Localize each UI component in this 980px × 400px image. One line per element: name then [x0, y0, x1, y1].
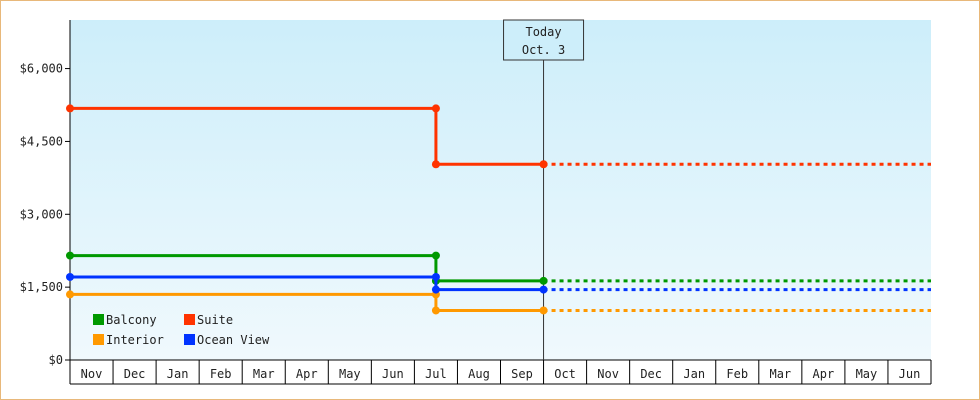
- x-tick-label: Jan: [683, 367, 705, 381]
- x-tick-label: Jun: [382, 367, 404, 381]
- x-tick-label: May: [339, 367, 361, 381]
- x-tick-label: Nov: [597, 367, 619, 381]
- legend-label-interior: Interior: [106, 333, 164, 347]
- x-tick-label: Apr: [296, 367, 318, 381]
- x-tick-label: Mar: [769, 367, 791, 381]
- balcony-series-line: [70, 254, 544, 283]
- suite-point: [431, 160, 440, 169]
- x-tick-label: Apr: [813, 367, 835, 381]
- balcony-point: [66, 251, 74, 260]
- y-tick-label: $0: [49, 353, 63, 367]
- legend-swatch-interior: [93, 334, 104, 345]
- plot-background: [70, 20, 931, 360]
- y-tick-label: $3,000: [20, 207, 63, 221]
- x-tick-label: Feb: [726, 367, 748, 381]
- y-tick-label: $1,500: [20, 280, 63, 294]
- x-tick-label: May: [856, 367, 878, 381]
- legend-swatch-suite: [184, 314, 195, 325]
- x-tick-label: Sep: [511, 367, 533, 381]
- balcony-point: [539, 276, 548, 285]
- suite-point: [539, 160, 548, 169]
- x-tick-label: Feb: [210, 367, 232, 381]
- x-tick-label: Aug: [468, 367, 490, 381]
- x-tick-label: Dec: [124, 367, 146, 381]
- ocean-view-point: [431, 285, 440, 294]
- interior-point: [66, 290, 74, 299]
- legend-swatch-ocean-view: [184, 334, 195, 345]
- x-tick-label: Jun: [899, 367, 921, 381]
- balcony-point: [431, 251, 440, 260]
- legend-label-balcony: Balcony: [106, 313, 157, 327]
- legend-label-ocean-view: Ocean View: [197, 333, 270, 347]
- x-tick-label: Mar: [253, 367, 275, 381]
- interior-point: [539, 306, 548, 315]
- interior-point: [431, 306, 440, 315]
- y-tick-label: $4,500: [20, 134, 63, 148]
- legend-swatch-balcony: [93, 314, 104, 325]
- x-tick-label: Nov: [81, 367, 103, 381]
- suite-point: [431, 104, 440, 113]
- today-label-box: [503, 19, 585, 61]
- ocean-view-point: [539, 285, 548, 294]
- x-tick-label: Jul: [425, 367, 447, 381]
- ocean-view-point: [431, 272, 440, 281]
- x-tick-label: Jan: [167, 367, 189, 381]
- legend-label-suite: Suite: [197, 313, 233, 327]
- y-tick-label: $6,000: [20, 62, 63, 76]
- suite-series-line: [70, 106, 544, 166]
- suite-point: [66, 104, 74, 113]
- x-tick-label: Oct: [554, 367, 576, 381]
- ocean-view-point: [66, 272, 74, 281]
- ocean-view-series-line: [70, 275, 544, 292]
- today-label-line1: Today: [525, 25, 561, 39]
- today-label-line2: Oct. 3: [522, 43, 565, 57]
- interior-series-line: [70, 292, 544, 312]
- x-tick-label: Dec: [640, 367, 662, 381]
